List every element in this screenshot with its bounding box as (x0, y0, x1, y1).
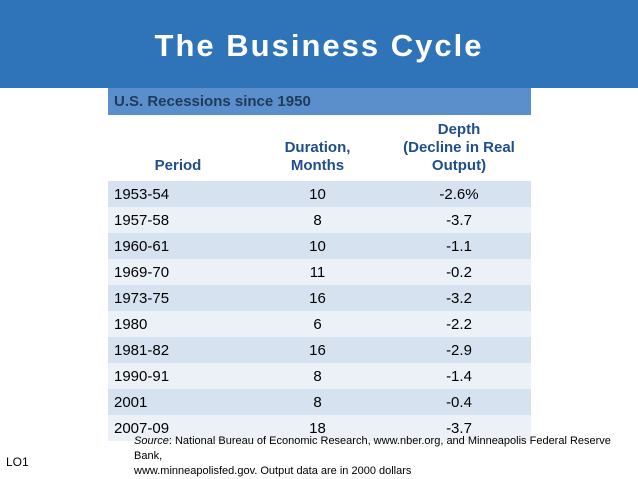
cell-period: 2001 (114, 393, 148, 411)
cell-duration: 16 (309, 341, 326, 359)
cell-duration: 8 (313, 367, 322, 385)
header-duration-line1: Duration, (284, 139, 351, 156)
table-subtitle: U.S. Recessions since 1950 (108, 88, 531, 115)
source-line1: Source: National Bureau of Economic Rese… (134, 434, 634, 464)
table-row: 1981-82 16 -2.9 (108, 337, 531, 363)
header-depth-line3: Output) (431, 157, 487, 174)
header-period-label: Period (154, 157, 202, 174)
table-row: 2007-09 18 -3.7 (108, 415, 531, 441)
table-row: 1973-75 16 -3.2 (108, 285, 531, 311)
cell-period: 1969-70 (114, 263, 170, 281)
table-row: 1957-58 8 -3.7 (108, 207, 531, 233)
cell-period: 2007-09 (114, 419, 170, 437)
cell-period: 1960-61 (114, 237, 170, 255)
table-row: 1953-54 10 -2.6% (108, 181, 531, 207)
slide-title: The Business Cycle (154, 28, 484, 63)
cell-period: 1957-58 (114, 211, 170, 229)
cell-depth: -2.2 (446, 315, 472, 333)
cell-depth: -3.7 (446, 211, 472, 229)
cell-duration: 10 (309, 185, 326, 203)
header-duration-line2: Months (290, 157, 345, 174)
cell-duration: 8 (313, 211, 322, 229)
table-body: 1953-54 10 -2.6% 1957-58 8 -3.7 1960-61 10 -1.1 1… (108, 181, 531, 441)
cell-duration: 16 (309, 289, 326, 307)
source-label: Source (134, 435, 169, 447)
cell-depth: -1.4 (446, 367, 472, 385)
table-row: 1969-70 11 -0.2 (108, 259, 531, 285)
learning-objective-code: LO1 (6, 455, 29, 469)
cell-duration: 18 (309, 419, 326, 437)
header-depth-line1: Depth (437, 121, 481, 138)
cell-duration: 6 (313, 315, 322, 333)
table-header: Period Duration, Months Depth (Decline i… (108, 115, 531, 181)
table-row: 2001 8 -0.4 (108, 389, 531, 415)
cell-depth: -3.2 (446, 289, 472, 307)
cell-duration: 11 (309, 263, 326, 281)
table-row: 1990-91 8 -1.4 (108, 363, 531, 389)
cell-depth: -3.7 (446, 419, 472, 437)
cell-depth: -1.1 (446, 237, 472, 255)
title-bar (0, 0, 638, 88)
cell-period: 1981-82 (114, 341, 170, 359)
cell-depth: -2.6% (439, 185, 479, 203)
source-line2: www.minneapolisfed.gov. Output data are … (134, 465, 412, 477)
table-row: 1980 6 -2.2 (108, 311, 531, 337)
source-text-1: : National Bureau of Economic Research, … (134, 435, 611, 462)
header-depth-line2: (Decline in Real (403, 139, 515, 156)
cell-depth: -2.9 (446, 341, 472, 359)
table-row: 1960-61 10 -1.1 (108, 233, 531, 259)
header-depth: Depth (Decline in Real Output) (387, 121, 531, 175)
cell-period: 1973-75 (114, 289, 170, 307)
cell-duration: 8 (313, 393, 322, 411)
recessions-table: U.S. Recessions since 1950 Period Durati… (108, 88, 531, 441)
header-period: Period (108, 157, 248, 175)
cell-depth: -0.2 (446, 263, 472, 281)
cell-period: 1980 (114, 315, 148, 333)
cell-duration: 10 (309, 237, 326, 255)
cell-period: 1953-54 (114, 185, 170, 203)
source-note: Source: National Bureau of Economic Rese… (134, 434, 634, 479)
header-duration: Duration, Months (248, 139, 387, 175)
cell-depth: -0.4 (446, 393, 472, 411)
cell-period: 1990-91 (114, 367, 170, 385)
